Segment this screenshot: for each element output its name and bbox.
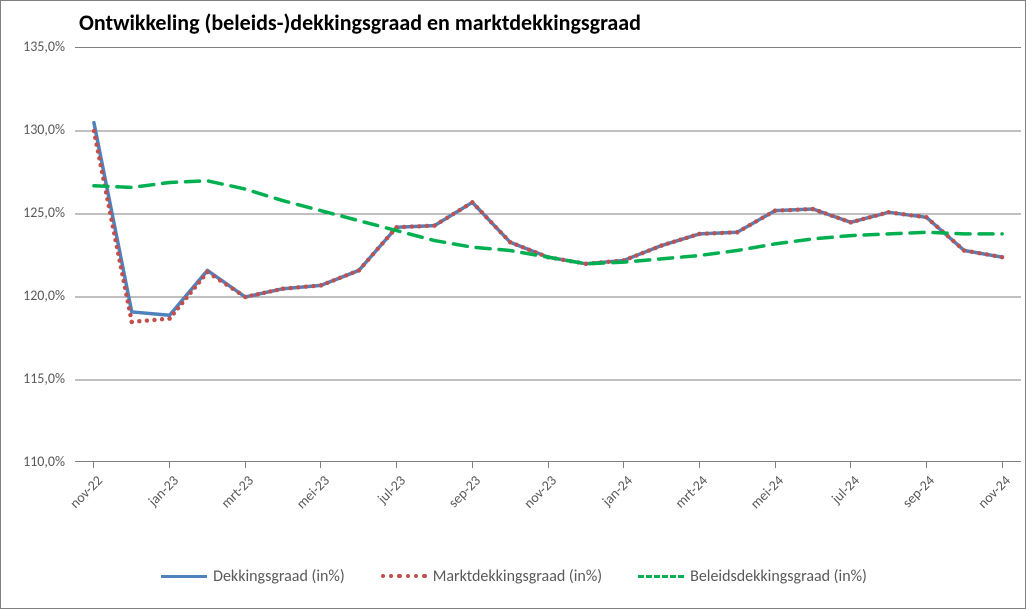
x-tick-label: mei-23 xyxy=(293,472,333,512)
legend-swatch xyxy=(381,566,427,586)
x-tick-label: nov-24 xyxy=(974,472,1014,512)
x-tick-mark xyxy=(699,462,700,468)
x-tick-mark xyxy=(1002,462,1003,468)
x-tick-label: sep-23 xyxy=(445,472,484,511)
x-tick-label: jan-24 xyxy=(598,472,635,509)
x-tick-mark xyxy=(926,462,927,468)
x-tick-label: sep-24 xyxy=(899,472,938,511)
legend-swatch xyxy=(161,566,207,586)
x-tick-mark xyxy=(775,462,776,468)
legend-item-beleidsdekkingsgraad: Beleidsdekkingsgraad (in%) xyxy=(638,566,867,586)
legend-label: Marktdekkingsgraad (in%) xyxy=(433,567,602,586)
x-tick-mark xyxy=(623,462,624,468)
x-tick-label: jul-23 xyxy=(374,472,409,507)
x-tick-mark xyxy=(472,462,473,468)
series-marktdekkingsgraad xyxy=(92,129,1005,324)
legend-item-dekkingsgraad: Dekkingsgraad (in%) xyxy=(161,566,345,586)
x-tick-mark xyxy=(169,462,170,468)
series-beleidsdekkingsgraad xyxy=(94,181,1002,264)
y-tick-label: 115,0% xyxy=(1,370,65,387)
x-tick-label: mrt-23 xyxy=(218,472,257,511)
x-tick-mark xyxy=(93,462,94,468)
y-tick-label: 130,0% xyxy=(1,121,65,138)
chart-frame: Ontwikkeling (beleids-)dekkingsgraad en … xyxy=(0,0,1026,609)
x-tick-label: jul-24 xyxy=(828,472,863,507)
plot-area xyxy=(75,47,1021,462)
legend-label: Beleidsdekkingsgraad (in%) xyxy=(690,567,867,586)
legend-item-marktdekkingsgraad: Marktdekkingsgraad (in%) xyxy=(381,566,602,586)
legend-swatch xyxy=(638,566,684,586)
legend-label: Dekkingsgraad (in%) xyxy=(213,567,345,586)
y-tick-label: 135,0% xyxy=(1,38,65,55)
x-tick-mark xyxy=(320,462,321,468)
x-tick-label: nov-22 xyxy=(66,472,106,512)
chart-title: Ontwikkeling (beleids-)dekkingsgraad en … xyxy=(79,9,979,36)
x-tick-mark xyxy=(548,462,549,468)
y-tick-label: 120,0% xyxy=(1,287,65,304)
x-tick-label: nov-23 xyxy=(520,472,560,512)
legend: Dekkingsgraad (in%) Marktdekkingsgraad (i… xyxy=(1,566,1026,586)
plot-svg xyxy=(75,48,1021,463)
y-tick-label: 125,0% xyxy=(1,204,65,221)
x-tick-mark xyxy=(245,462,246,468)
x-tick-label: mrt-24 xyxy=(672,472,711,511)
x-tick-label: mei-24 xyxy=(747,472,787,512)
x-tick-mark xyxy=(396,462,397,468)
x-tick-mark xyxy=(850,462,851,468)
y-tick-label: 110,0% xyxy=(1,453,65,470)
series-dekkingsgraad xyxy=(94,123,1002,316)
x-tick-label: jan-23 xyxy=(144,472,181,509)
